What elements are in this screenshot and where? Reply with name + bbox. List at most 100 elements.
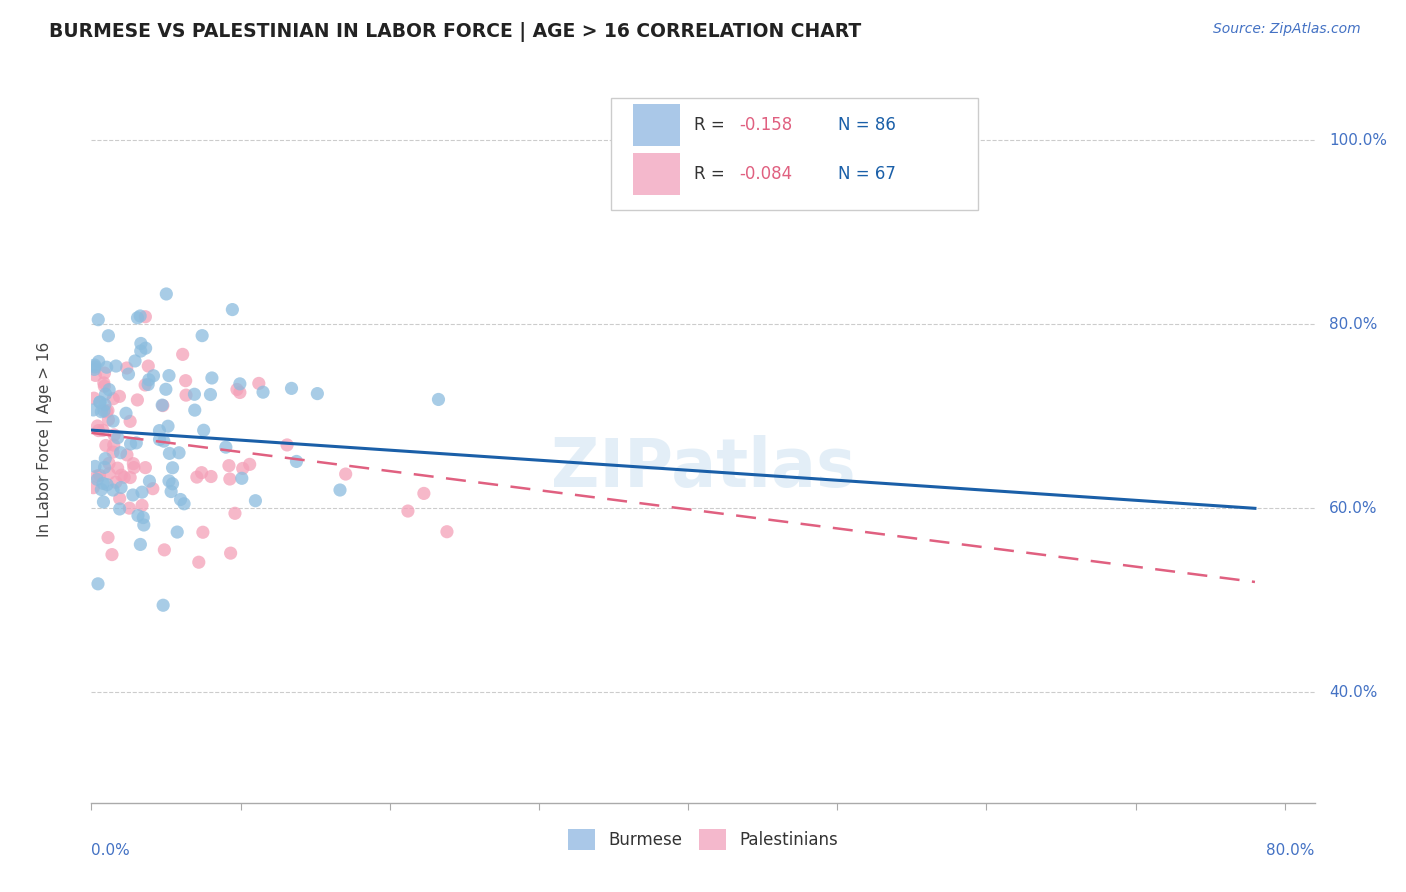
Point [93,366,115,380]
Point [276,438,298,452]
Point [127,392,149,407]
Point [252,385,274,400]
Point [396,504,419,518]
Point [83,362,105,376]
Point [120,437,142,451]
Point [96,360,118,375]
Point [138,474,160,488]
Text: -0.158: -0.158 [740,116,793,135]
Point [134,310,156,324]
Point [173,497,195,511]
Point [135,341,157,355]
Point [87,424,110,438]
Point [120,414,142,428]
Point [129,344,152,359]
Point [108,502,131,516]
Point [172,347,194,361]
Point [122,488,145,502]
Point [115,361,138,376]
Point [174,374,197,388]
Point [157,474,180,488]
Point [105,359,128,373]
Point [82,403,104,417]
Text: 80.0%: 80.0% [1267,843,1315,858]
Point [91,476,114,491]
Point [229,385,252,400]
Point [127,310,149,325]
Point [101,483,124,497]
Point [245,493,267,508]
Point [129,309,152,323]
Point [132,510,155,524]
Point [115,448,138,462]
Point [83,391,105,405]
Point [232,461,254,475]
Point [412,486,434,500]
Point [142,368,165,383]
Point [157,368,180,383]
Point [129,537,152,551]
Text: Source: ZipAtlas.com: Source: ZipAtlas.com [1213,22,1361,37]
Point [148,424,170,438]
Point [191,525,214,540]
Point [148,433,170,447]
Point [187,555,209,569]
Point [86,472,108,486]
Point [127,508,149,523]
FancyBboxPatch shape [633,153,679,195]
Point [157,446,180,460]
Point [136,377,159,392]
Point [98,383,121,397]
Point [83,358,105,372]
Point [112,470,135,484]
Point [89,468,111,483]
Point [134,378,156,392]
Point [150,398,173,412]
Text: -0.084: -0.084 [740,165,793,183]
Point [131,485,153,500]
Point [427,392,450,407]
Point [335,467,357,481]
Point [97,403,120,417]
Point [280,381,302,395]
Point [134,460,156,475]
Text: BURMESE VS PALESTINIAN IN LABOR FORCE | AGE > 16 CORRELATION CHART: BURMESE VS PALESTINIAN IN LABOR FORCE | … [49,22,862,42]
Point [138,373,160,387]
Point [152,434,174,449]
Point [307,386,329,401]
Point [131,499,153,513]
Point [191,328,214,343]
Point [157,419,180,434]
Point [190,466,212,480]
Point [184,403,207,417]
Point [87,312,110,326]
Point [186,470,208,484]
Point [162,460,184,475]
Point [86,419,108,434]
Point [91,423,114,437]
Point [226,383,249,397]
Point [183,387,205,401]
Point [201,371,224,385]
Point [153,542,176,557]
Legend: Burmese, Palestinians: Burmese, Palestinians [561,822,845,856]
Point [122,457,145,471]
Point [329,483,352,497]
Point [103,438,125,452]
Text: N = 67: N = 67 [838,165,896,183]
Point [93,379,115,393]
Text: 40.0%: 40.0% [1329,685,1378,700]
Text: ZIPatlas: ZIPatlas [551,435,855,501]
Point [103,428,125,442]
Point [219,546,242,560]
Point [84,359,107,374]
Point [129,336,152,351]
FancyBboxPatch shape [612,97,979,211]
Point [107,461,129,475]
Point [97,328,120,343]
Point [107,431,129,445]
Point [96,405,118,419]
Point [96,477,118,491]
Point [94,398,117,412]
Point [162,476,184,491]
